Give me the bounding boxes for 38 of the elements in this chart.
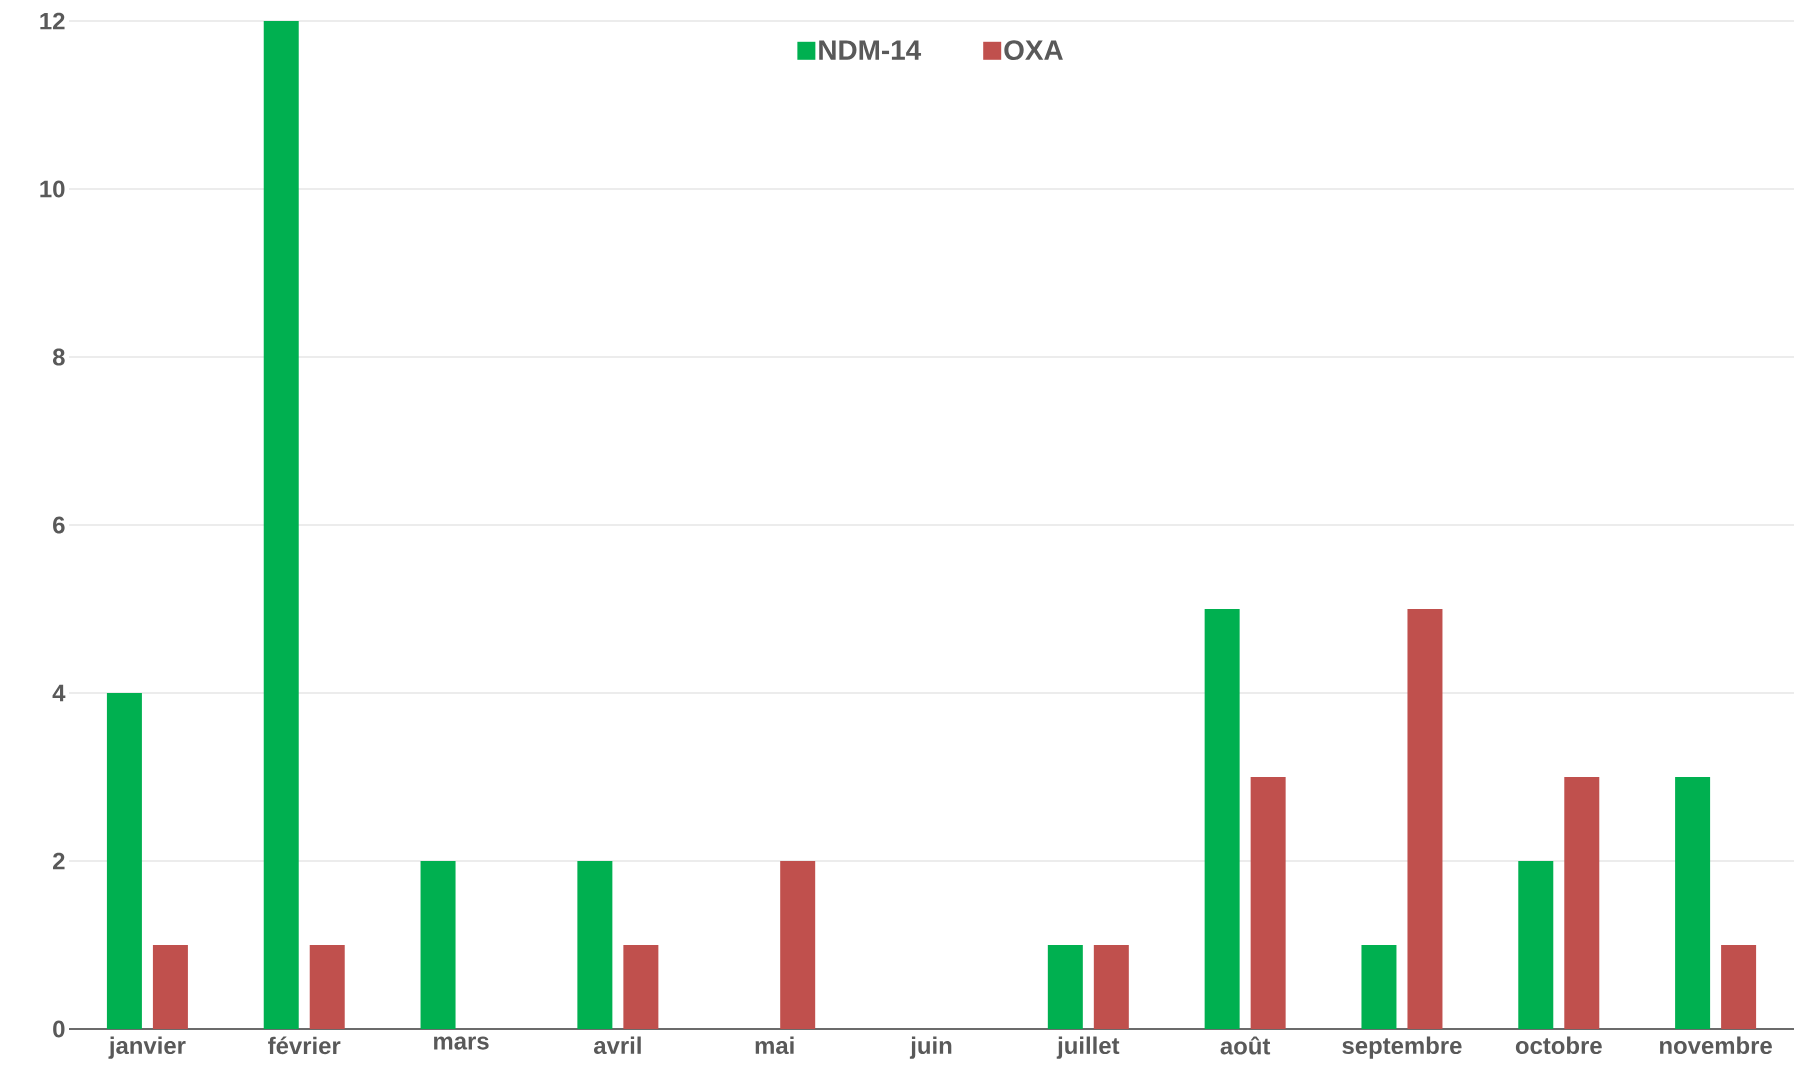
x-tick-label: septembre: [1342, 1036, 1462, 1059]
bar: [1564, 777, 1600, 1029]
x-tick-label: novembre: [1660, 1036, 1772, 1055]
bar: [263, 21, 299, 1029]
bar: [1675, 777, 1711, 1029]
bar: [152, 945, 188, 1029]
bar: [623, 945, 659, 1029]
x-tick-label: mars: [434, 1036, 489, 1050]
x-tick-label: octobre: [1515, 1036, 1602, 1055]
bar: [1204, 609, 1240, 1029]
y-tick-label: 6: [53, 516, 65, 534]
y-tick-label: 10: [40, 180, 65, 198]
x-tick-label: juin: [909, 1036, 952, 1059]
x-tick-label: février: [268, 1036, 341, 1055]
legend-label: OXA: [1004, 40, 1063, 61]
bar: [780, 861, 816, 1029]
x-tick-label: avril: [593, 1036, 641, 1055]
y-tick-label: 2: [53, 852, 65, 870]
y-tick-label: 0: [53, 1020, 65, 1038]
bar: [1518, 861, 1554, 1029]
bar: [1093, 945, 1129, 1029]
bar: [1407, 609, 1443, 1029]
bar: [420, 861, 456, 1029]
x-tick-label: janvier: [108, 1036, 186, 1059]
x-tick-label: août: [1220, 1036, 1271, 1055]
bar: [1047, 945, 1083, 1029]
bar: [1250, 777, 1286, 1029]
bar: [1721, 945, 1757, 1029]
y-tick-label: 12: [40, 12, 65, 30]
bar: [309, 945, 345, 1029]
bar: [106, 693, 142, 1029]
y-tick-label: 4: [52, 684, 66, 702]
bar: [1361, 945, 1397, 1029]
legend-label: NDM-14: [819, 40, 922, 60]
x-tick-label: juillet: [1056, 1036, 1120, 1059]
x-tick-label: mai: [755, 1036, 794, 1055]
bar: [577, 861, 613, 1029]
y-tick-label: 8: [52, 348, 65, 366]
